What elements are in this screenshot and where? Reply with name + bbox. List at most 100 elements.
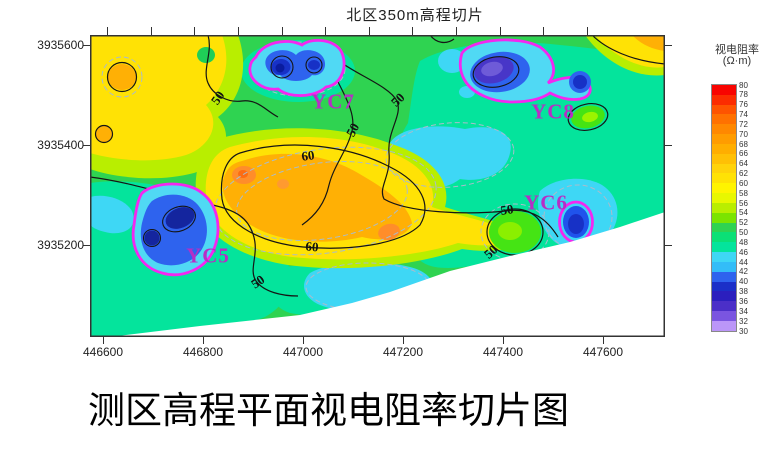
resistivity-map bbox=[89, 34, 666, 337]
colorbar-band bbox=[712, 281, 736, 292]
colorbar-tick-label: 78 bbox=[739, 90, 748, 100]
x-tick bbox=[602, 337, 604, 344]
x-minor-tick bbox=[543, 27, 545, 35]
contour-label: 50 bbox=[499, 201, 515, 218]
zone-label: YC5 bbox=[186, 243, 230, 268]
colorbar: 80 78 76 74 72 70 68 66 64 62 60 58 56 54 52 50 48 46 44 42… bbox=[711, 81, 748, 336]
colorbar-bands bbox=[711, 84, 737, 332]
y-tick-right bbox=[665, 144, 672, 146]
colorbar-tick-label: 36 bbox=[739, 296, 748, 306]
colorbar-band bbox=[712, 193, 736, 203]
colorbar-band bbox=[712, 183, 736, 194]
contour-label: 60 bbox=[300, 147, 316, 164]
map-frame bbox=[90, 35, 665, 337]
y-tick-right bbox=[665, 44, 672, 46]
colorbar-band bbox=[712, 311, 736, 321]
colorbar-band bbox=[712, 134, 736, 144]
x-axis-label: 447400 bbox=[482, 345, 524, 359]
x-minor-tick bbox=[281, 27, 283, 35]
colorbar-tick-label: 56 bbox=[739, 198, 748, 208]
figure-caption: 测区高程平面视电阻率切片图 bbox=[88, 391, 569, 432]
colorbar-band bbox=[712, 222, 736, 233]
y-axis-label: 3935400 bbox=[37, 138, 84, 152]
y-tick-left bbox=[83, 244, 90, 246]
anomaly-yc8 bbox=[459, 38, 592, 104]
colorbar-tick-label: 76 bbox=[739, 100, 748, 110]
colorbar-tick-label: 42 bbox=[739, 267, 748, 277]
y-tick-right bbox=[665, 244, 672, 246]
colorbar-band bbox=[712, 163, 736, 174]
colorbar-tick-label: 68 bbox=[739, 139, 748, 149]
x-tick bbox=[502, 337, 504, 344]
colorbar-band bbox=[712, 173, 736, 184]
y-axis-label: 3935200 bbox=[37, 238, 84, 252]
colorbar-tick-label: 64 bbox=[739, 159, 748, 169]
colorbar-band bbox=[712, 242, 736, 253]
map-box bbox=[89, 34, 666, 337]
contour-label: 50 bbox=[248, 271, 268, 292]
green-blobs bbox=[197, 47, 605, 253]
colorbar-band bbox=[712, 143, 736, 154]
colorbar-tick-label: 34 bbox=[739, 306, 748, 316]
colorbar-band bbox=[712, 124, 736, 135]
anomaly-yc5 bbox=[131, 182, 220, 277]
colorbar-band bbox=[712, 320, 736, 331]
colorbar-tick-label: 74 bbox=[739, 110, 748, 120]
anomaly-yc7 bbox=[248, 38, 346, 97]
colorbar-band bbox=[712, 104, 736, 115]
colorbar-tick-label: 30 bbox=[739, 326, 748, 336]
plot-title: 北区350m高程切片 bbox=[346, 7, 484, 24]
colorbar-units: (Ω·m) bbox=[722, 55, 752, 67]
x-minor-tick bbox=[587, 27, 589, 35]
colorbar-tick-label: 48 bbox=[739, 237, 748, 247]
x-minor-tick bbox=[237, 27, 239, 35]
x-minor-tick bbox=[325, 27, 327, 35]
colorbar-tick-label: 44 bbox=[739, 257, 748, 267]
orange-high-resistivity bbox=[96, 35, 665, 242]
contour-label: 60 bbox=[304, 238, 320, 255]
x-minor-tick bbox=[150, 27, 152, 35]
colorbar-tick-label: 46 bbox=[739, 247, 748, 257]
x-axis-label: 446800 bbox=[182, 345, 224, 359]
colorbar-tick-label: 72 bbox=[739, 119, 748, 129]
contour-label: 50 bbox=[480, 241, 501, 262]
colorbar-tick-label: 60 bbox=[739, 178, 748, 188]
y-axis-label: 3935600 bbox=[37, 38, 84, 52]
x-minor-tick bbox=[194, 27, 196, 35]
x-axis-label: 446600 bbox=[82, 345, 124, 359]
y-tick-left bbox=[83, 144, 90, 146]
colorbar-tick-label: 58 bbox=[739, 188, 748, 198]
colorbar-tick-label: 54 bbox=[739, 208, 748, 218]
x-axis-label: 447600 bbox=[582, 345, 624, 359]
colorbar-tick-label: 50 bbox=[739, 228, 748, 238]
colorbar-tick-label: 38 bbox=[739, 287, 748, 297]
contour-label: 50 bbox=[207, 88, 228, 108]
colorbar-band bbox=[712, 271, 736, 282]
colorbar-band bbox=[712, 94, 736, 105]
colorbar-tick-label: 80 bbox=[739, 80, 748, 90]
x-axis-label: 447200 bbox=[382, 345, 424, 359]
zone-label: YC8 bbox=[531, 99, 575, 124]
contour-label: 50 bbox=[387, 89, 408, 110]
zone-label: YC6 bbox=[524, 190, 568, 215]
zone-label: YC7 bbox=[311, 89, 355, 114]
colorbar-band bbox=[712, 212, 736, 223]
x-minor-tick bbox=[368, 27, 370, 35]
colorbar-tick-label: 32 bbox=[739, 316, 748, 326]
colorbar-tick-label: 40 bbox=[739, 277, 748, 287]
colorbar-band bbox=[712, 85, 736, 95]
x-minor-tick bbox=[412, 27, 414, 35]
x-minor-tick bbox=[499, 27, 501, 35]
x-minor-tick bbox=[456, 27, 458, 35]
x-tick bbox=[102, 337, 104, 344]
colorbar-band bbox=[712, 114, 736, 125]
colorbar-band bbox=[712, 202, 736, 213]
colorbar-band bbox=[712, 301, 736, 312]
colorbar-band bbox=[712, 153, 736, 164]
x-tick bbox=[202, 337, 204, 344]
colorbar-title: 视电阻率 bbox=[715, 44, 759, 56]
colorbar-tick-label: 70 bbox=[739, 129, 748, 139]
x-minor-tick bbox=[107, 27, 108, 35]
